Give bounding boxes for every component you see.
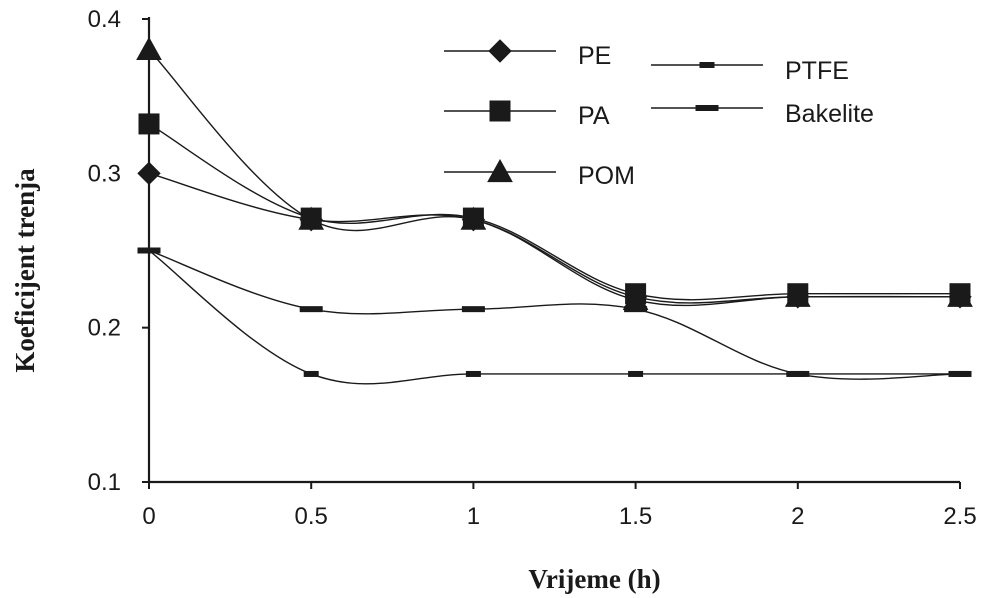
series-pa-line [148,123,960,301]
series-pom-line [148,49,961,307]
legend: PE PA POM PTFE Bakelite [444,39,874,190]
axes [147,17,960,484]
legend-item-pe: PE [444,39,611,70]
legend-label: PE [578,42,611,70]
series-ptfe-point [303,370,319,377]
y-tick-label: 0.3 [88,160,121,187]
series-pom-point [298,206,325,230]
series-pom-point [947,283,973,307]
legend-label: PTFE [785,57,849,85]
series-pom-point [784,283,811,307]
series-bakelite-point [461,306,485,313]
legend-marker [489,100,511,122]
series-pe [137,161,972,309]
x-tick-label: 0 [142,503,155,530]
series-pa [138,113,971,305]
legend-item-pom: POM [444,158,635,190]
x-tick-label: 2 [791,503,804,530]
legend-label: Bakelite [785,100,874,128]
series-pom-point [460,206,487,230]
x-axis-title: Vrijeme (h) [528,564,660,594]
legend-item-pa: PA [444,100,610,130]
series-bakelite-line [148,249,961,380]
y-tick-label: 0.1 [88,469,121,496]
series-bakelite-point [624,306,648,313]
tick-layer: 0 0.5 1 1.5 2 2.5 0.1 0.2 0.3 0.4 [88,6,977,530]
legend-item-bakelite: Bakelite [651,100,874,128]
series-ptfe-point [628,370,644,377]
legend-item-ptfe: PTFE [651,57,849,85]
legend-marker [488,39,512,63]
series-bakelite-point [948,370,972,377]
x-tick-label: 1.5 [619,503,652,530]
series-ptfe-point [465,370,481,377]
series-ptfe [141,247,968,385]
legend-marker [695,105,719,111]
legend-marker [487,158,513,183]
x-tick-label: 1 [467,503,480,530]
series-bakelite-point [299,306,323,313]
series-bakelite-point [786,370,810,377]
legend-marker [699,62,715,68]
y-tick-label: 0.2 [88,315,121,342]
legend-label: PA [578,102,610,130]
legend-label: POM [578,162,635,190]
y-tick-label: 0.4 [88,6,121,33]
series-pe-line [148,172,960,304]
series-ptfe-line [148,249,960,385]
x-tick-label: 0.5 [295,503,328,530]
series-layer [136,36,973,385]
x-tick-label: 2.5 [943,503,976,530]
series-bakelite [137,247,972,380]
y-axis-title: Koeficijent trenja [10,168,40,373]
series-pom [136,36,973,310]
